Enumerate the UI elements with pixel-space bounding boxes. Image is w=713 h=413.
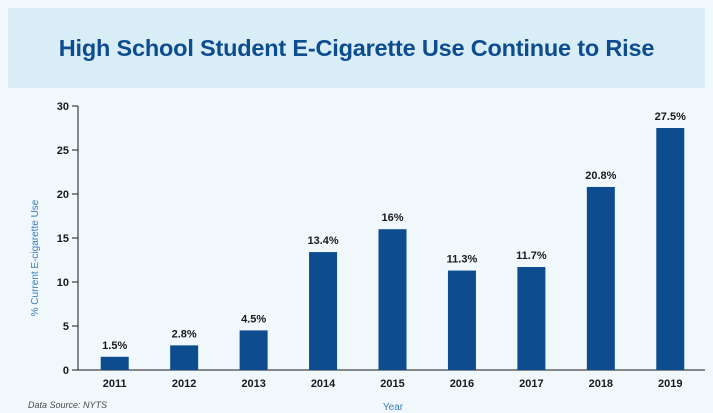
y-axis-title: % Current E-cigarette Use bbox=[30, 199, 41, 316]
title-banner: High School Student E-Cigarette Use Cont… bbox=[8, 8, 705, 88]
data-label-2018: 20.8% bbox=[585, 170, 616, 182]
data-label-2013: 4.5% bbox=[241, 313, 266, 325]
data-source-note: Data Source: NYTS bbox=[28, 400, 108, 410]
data-label-2011: 1.5% bbox=[102, 340, 127, 352]
bar-2014 bbox=[309, 252, 338, 370]
bar-2012 bbox=[170, 345, 199, 370]
bar-2016 bbox=[447, 270, 476, 370]
bar-2013 bbox=[239, 330, 268, 370]
x-tick-label-2015: 2015 bbox=[380, 378, 404, 390]
x-tick-label-2012: 2012 bbox=[172, 378, 196, 390]
data-label-2016: 11.3% bbox=[447, 254, 478, 266]
y-tick-label: 30 bbox=[57, 101, 69, 113]
bar-2017 bbox=[517, 267, 546, 370]
x-tick-label-2011: 2011 bbox=[103, 378, 127, 390]
data-label-2019: 27.5% bbox=[655, 111, 686, 123]
bar-2018 bbox=[586, 186, 615, 370]
bar-2011 bbox=[100, 356, 129, 370]
bar-2019 bbox=[656, 128, 685, 370]
x-tick-label-2017: 2017 bbox=[519, 378, 543, 390]
x-tick-label-2019: 2019 bbox=[658, 378, 682, 390]
y-tick-label: 15 bbox=[57, 233, 69, 245]
y-tick-label: 25 bbox=[57, 145, 69, 157]
y-tick-label: 10 bbox=[57, 277, 69, 289]
data-label-2015: 16% bbox=[381, 212, 403, 224]
chart-title: High School Student E-Cigarette Use Cont… bbox=[58, 34, 655, 61]
y-tick-label: 0 bbox=[63, 365, 69, 377]
x-tick-label-2013: 2013 bbox=[241, 378, 265, 390]
y-tick-label: 20 bbox=[57, 189, 69, 201]
data-label-2012: 2.8% bbox=[172, 328, 197, 340]
data-label-2014: 13.4% bbox=[307, 235, 338, 247]
x-tick-label-2018: 2018 bbox=[589, 378, 613, 390]
x-tick-label-2016: 2016 bbox=[450, 378, 474, 390]
bar-2015 bbox=[378, 229, 407, 370]
x-axis-title: Year bbox=[383, 402, 404, 413]
x-tick-label-2014: 2014 bbox=[311, 378, 336, 390]
y-tick-label: 5 bbox=[63, 321, 69, 333]
data-label-2017: 11.7% bbox=[516, 250, 547, 262]
